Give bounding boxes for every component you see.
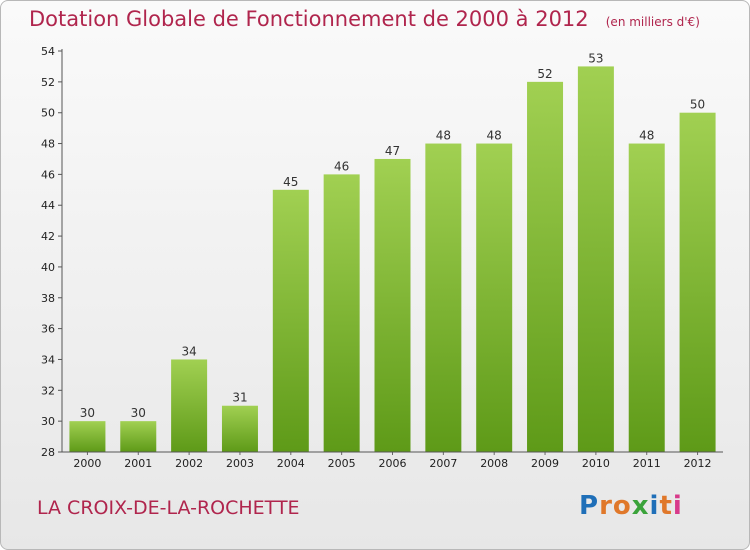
bar-value-label: 48	[436, 129, 451, 143]
x-tick-label: 2004	[277, 457, 305, 470]
y-tick-label: 32	[41, 384, 55, 397]
y-tick-label: 50	[41, 107, 55, 120]
y-tick-label: 54	[41, 45, 55, 58]
bar-value-label: 48	[639, 129, 654, 143]
x-tick-label: 2003	[226, 457, 254, 470]
bar	[425, 143, 462, 453]
bar-value-label: 31	[232, 391, 247, 405]
logo-letter: t	[659, 491, 673, 521]
x-tick-label: 2010	[582, 457, 610, 470]
logo-letter: i	[649, 491, 660, 521]
title-row: Dotation Globale de Fonctionnement de 20…	[29, 7, 700, 31]
y-tick-label: 46	[41, 168, 55, 181]
logo-letter: i	[672, 491, 683, 521]
y-tick-label: 44	[41, 199, 55, 212]
bar	[171, 359, 208, 452]
x-tick-label: 2009	[531, 457, 559, 470]
x-tick-label: 2000	[73, 457, 101, 470]
x-tick-label: 2001	[124, 457, 152, 470]
logo-letter: r	[599, 491, 613, 521]
bar-value-label: 47	[385, 144, 400, 158]
y-tick-label: 30	[41, 415, 55, 428]
bar	[272, 189, 309, 453]
bar	[577, 66, 614, 452]
bar-value-label: 34	[181, 344, 196, 358]
commune-name: LA CROIX-DE-LA-ROCHETTE	[37, 497, 300, 519]
x-tick-label: 2002	[175, 457, 203, 470]
logo-letter: x	[631, 491, 650, 521]
bar	[679, 112, 716, 452]
bar-value-label: 52	[537, 67, 552, 81]
x-tick-label: 2012	[684, 457, 712, 470]
y-tick-label: 36	[41, 323, 55, 336]
bar	[628, 143, 665, 453]
y-tick-label: 34	[41, 353, 55, 366]
chart-unit: (en milliers d'€)	[605, 15, 700, 29]
bar	[527, 81, 564, 452]
y-tick-label: 48	[41, 138, 55, 151]
y-tick-label: 40	[41, 261, 55, 274]
bar-value-label: 46	[334, 159, 349, 173]
x-tick-label: 2007	[429, 457, 457, 470]
x-tick-label: 2005	[328, 457, 356, 470]
bar	[476, 143, 513, 453]
bar-value-label: 45	[283, 175, 298, 189]
logo-letter: P	[579, 491, 600, 521]
bar-value-label: 30	[80, 406, 95, 420]
y-tick-label: 38	[41, 292, 55, 305]
bar	[69, 421, 106, 452]
logo-letter: o	[612, 491, 632, 521]
y-tick-label: 52	[41, 76, 55, 89]
bar	[374, 158, 411, 452]
bar	[221, 405, 258, 452]
x-tick-label: 2011	[633, 457, 661, 470]
proxiti-logo[interactable]: Proxiti	[579, 491, 683, 521]
bar-value-label: 53	[588, 51, 603, 65]
bar-value-label: 30	[131, 406, 146, 420]
y-tick-label: 28	[41, 446, 55, 459]
chart-title: Dotation Globale de Fonctionnement de 20…	[29, 7, 589, 31]
y-tick-label: 42	[41, 230, 55, 243]
bar	[323, 174, 360, 452]
bar-value-label: 50	[690, 98, 705, 112]
x-tick-label: 2008	[480, 457, 508, 470]
bar-value-label: 48	[487, 129, 502, 143]
x-tick-label: 2006	[379, 457, 407, 470]
bar	[120, 421, 157, 452]
